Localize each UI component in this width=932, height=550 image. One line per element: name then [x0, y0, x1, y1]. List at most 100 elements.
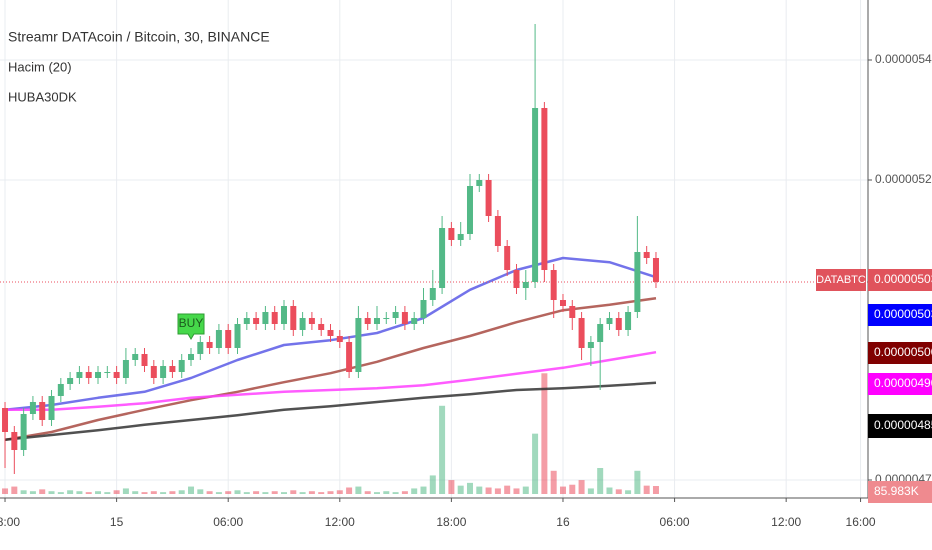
candle-body — [150, 366, 157, 378]
candle-body — [392, 312, 399, 318]
x-tick-label: 18:00 — [436, 515, 466, 529]
candle-body — [336, 336, 343, 342]
volume-bar — [299, 492, 306, 494]
volume-bar — [48, 491, 55, 494]
candle-body — [383, 318, 390, 319]
candle-body — [122, 360, 129, 378]
price-badge-label: 0.00000485 — [874, 418, 932, 432]
volume-bar — [39, 489, 46, 494]
volume-bar — [2, 488, 9, 494]
volume-bar — [513, 488, 520, 494]
chart-title: Streamr DATAcoin / Bitcoin, 30, BINANCE — [8, 29, 270, 45]
candle-body — [262, 312, 269, 324]
candle-body — [271, 312, 278, 324]
candle-body — [243, 318, 250, 324]
candle-body — [299, 318, 306, 330]
candle-body — [188, 354, 195, 360]
price-badge-label: 0.00000490 — [874, 376, 932, 390]
volume-bar — [29, 491, 36, 494]
candle-body — [225, 330, 232, 348]
candle-body — [169, 366, 176, 372]
volume-bar — [578, 480, 585, 494]
buy-label: BUY — [179, 316, 204, 330]
candle-body — [532, 108, 539, 282]
candle-body — [597, 324, 604, 342]
axes: 0.000004700.000005200.0000054018:001506:… — [0, 52, 932, 529]
volume-bar — [253, 491, 260, 494]
candle-body — [95, 372, 102, 378]
price-badge-label: 85.983K — [874, 484, 919, 498]
candle-body — [457, 234, 464, 240]
annotations: BUY — [177, 313, 205, 340]
grid — [0, 0, 868, 498]
candle-body — [373, 318, 380, 324]
volume-bar — [169, 491, 176, 494]
volume-bar — [401, 491, 408, 494]
volume-bar — [262, 492, 269, 494]
candle-body — [513, 270, 520, 288]
candle-body — [57, 384, 64, 396]
volume-bar — [559, 486, 566, 494]
candle-body — [541, 108, 548, 270]
volume-bar — [188, 486, 195, 494]
volume-bar — [550, 470, 557, 494]
volume-bar — [392, 492, 399, 494]
volume-bar — [141, 492, 148, 494]
volume-bar — [290, 490, 297, 494]
volume-bar — [606, 487, 613, 494]
volume-bar — [150, 491, 157, 494]
candle-body — [420, 300, 427, 318]
volume-bar — [355, 486, 362, 494]
volume-pane — [2, 373, 659, 494]
candle-body — [197, 342, 204, 354]
candle-body — [355, 318, 362, 372]
candle-body — [104, 372, 111, 373]
indicator-label: HUBA30DK — [8, 89, 77, 104]
candle-body — [439, 228, 446, 288]
volume-bar — [346, 487, 353, 494]
candle-body — [364, 318, 371, 324]
candle-body — [76, 372, 83, 378]
x-tick-label: 15 — [110, 515, 124, 529]
price-badge — [868, 481, 932, 503]
volume-bar — [85, 492, 92, 494]
indicator-label: Hacim (20) — [8, 59, 72, 74]
candle-body — [11, 432, 18, 450]
candle-body — [346, 342, 353, 372]
volume-bar — [476, 486, 483, 494]
candle-body — [113, 372, 120, 378]
volume-bar — [494, 488, 501, 494]
volume-bar — [336, 490, 343, 494]
price-badge — [868, 304, 932, 326]
candle-body — [448, 228, 455, 240]
candle-body — [615, 318, 622, 330]
buy-marker — [177, 313, 205, 340]
candle-body — [132, 354, 139, 360]
volume-bar — [634, 470, 641, 494]
candle-body — [569, 306, 576, 318]
volume-bar — [243, 492, 250, 494]
volume-bar — [522, 486, 529, 494]
candle-body — [652, 258, 659, 282]
volume-bar — [178, 490, 185, 494]
candle-body — [206, 342, 213, 348]
candle-body — [476, 180, 483, 186]
candle-body — [327, 330, 334, 336]
volume-bar — [318, 492, 325, 494]
candle-body — [559, 300, 566, 306]
candle-body — [587, 342, 594, 348]
y-tick-label: 0.00000540 — [875, 52, 932, 66]
candle-body — [253, 318, 260, 324]
volume-bar — [327, 491, 334, 494]
candle-body — [281, 306, 288, 324]
x-tick-label: 18:00 — [0, 515, 20, 529]
volume-bar — [20, 490, 27, 494]
candle-body — [215, 330, 222, 348]
candle-body — [20, 414, 27, 450]
volume-bar — [95, 491, 102, 494]
series-tag-label: DATABTC — [816, 274, 866, 286]
candle-body — [411, 318, 418, 324]
volume-bar — [420, 486, 427, 494]
volume-bar — [532, 433, 539, 494]
candle-body — [401, 312, 408, 324]
